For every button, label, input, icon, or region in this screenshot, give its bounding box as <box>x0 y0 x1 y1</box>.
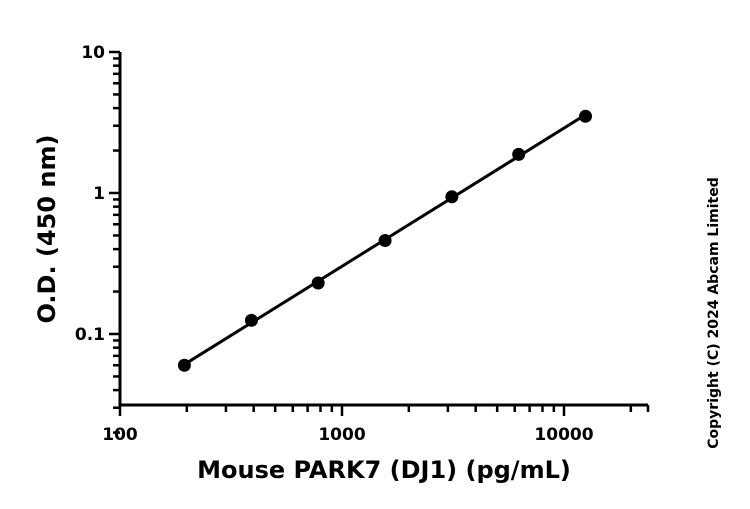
data-point <box>378 234 392 248</box>
y-tick-label: 0.1 <box>75 325 105 345</box>
y-axis-title: O.D. (450 nm) <box>33 135 61 324</box>
x-tick-label: 100 <box>102 425 138 445</box>
y-ticks: 0.1 1 10 <box>75 43 120 434</box>
data-point <box>311 276 325 290</box>
data-point <box>445 190 459 204</box>
data-point <box>177 358 191 372</box>
x-tick-label: 1000 <box>318 425 365 445</box>
data-point <box>244 313 258 327</box>
y-tick-label: 1 <box>93 184 105 204</box>
data-point <box>579 109 593 123</box>
x-ticks: 100 1000 10000 <box>102 405 650 445</box>
x-tick-label: 10000 <box>534 425 593 445</box>
axes <box>118 52 648 407</box>
y-tick-label: 10 <box>81 43 105 63</box>
x-axis-title: Mouse PARK7 (DJ1) (pg/mL) <box>197 456 571 484</box>
data-point <box>512 147 526 161</box>
points-layer <box>177 109 593 372</box>
copyright-text: Copyright (C) 2024 Abcam Limited <box>706 177 722 448</box>
